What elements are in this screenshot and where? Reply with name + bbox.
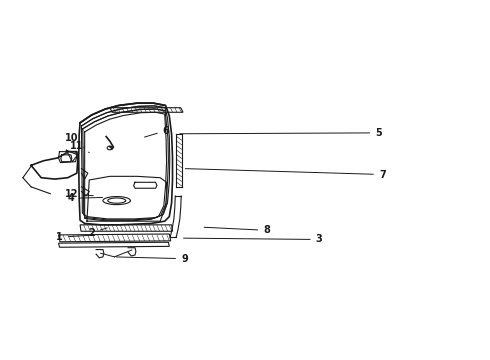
Text: 9: 9 <box>116 254 188 264</box>
Text: 5: 5 <box>180 128 382 138</box>
Text: 11: 11 <box>70 141 89 153</box>
Text: 2: 2 <box>88 228 107 238</box>
Polygon shape <box>59 242 170 247</box>
Text: 8: 8 <box>204 225 270 235</box>
Text: 3: 3 <box>184 234 322 244</box>
Text: 10: 10 <box>65 133 85 148</box>
Text: 1: 1 <box>56 232 93 242</box>
Text: 12: 12 <box>65 189 93 199</box>
Text: 7: 7 <box>185 168 386 180</box>
Text: 4: 4 <box>68 193 102 203</box>
Polygon shape <box>59 234 171 242</box>
Text: 6: 6 <box>145 126 170 137</box>
Polygon shape <box>110 108 183 112</box>
Polygon shape <box>80 225 172 231</box>
